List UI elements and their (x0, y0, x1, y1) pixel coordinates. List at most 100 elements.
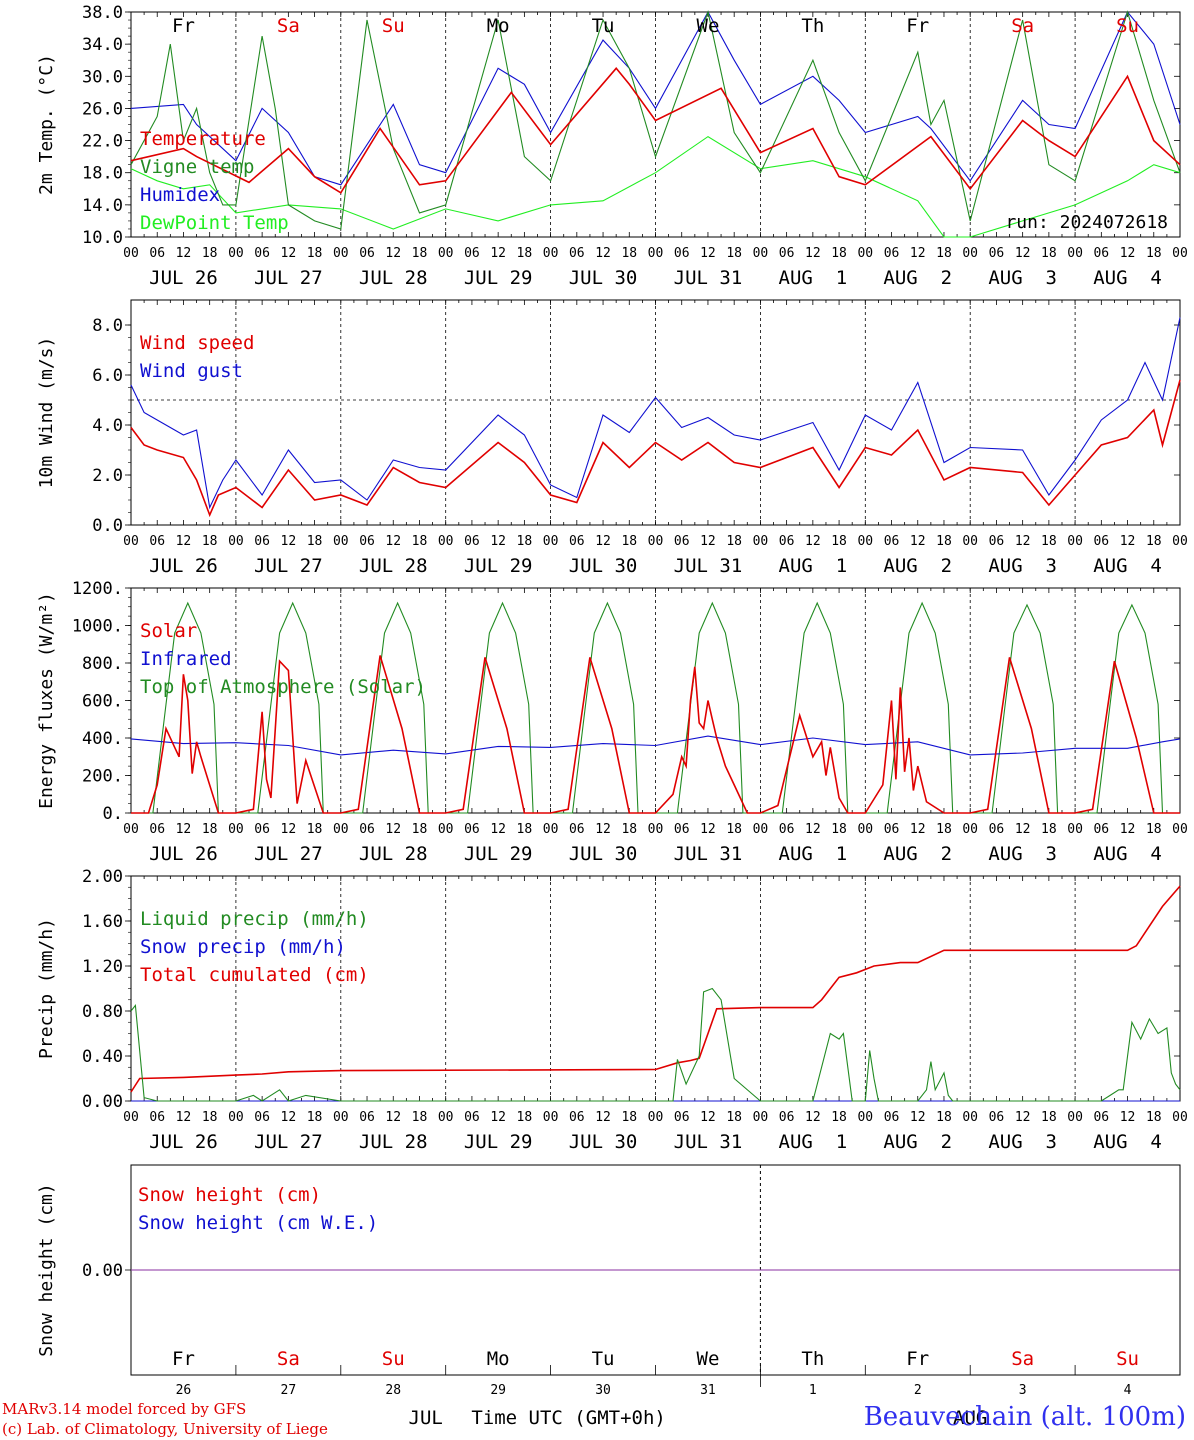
y-tick-label: 4.0 (92, 416, 123, 436)
hour-label: 12 (176, 822, 192, 837)
hour-label: 12 (805, 246, 821, 261)
y-tick-label: 800. (82, 654, 123, 674)
hour-label: 18 (307, 822, 323, 837)
y-axis-label: Energy fluxes (W/m²) (36, 592, 57, 809)
legend-entry: Wind speed (140, 332, 254, 354)
hour-label: 18 (621, 534, 637, 549)
hour-label: 12 (1120, 534, 1136, 549)
hour-label: 18 (202, 822, 218, 837)
hour-label: 00 (228, 1110, 244, 1125)
hour-label: 12 (281, 822, 297, 837)
hour-label: 06 (884, 822, 900, 837)
date-label: JUL 30 (569, 1131, 638, 1153)
legend-entry: Snow height (cm W.E.) (138, 1212, 378, 1234)
date-label: JUL 30 (569, 267, 638, 289)
hour-label: 06 (884, 1110, 900, 1125)
legend-entry: Wind gust (140, 360, 243, 382)
hour-label: 00 (1172, 1110, 1188, 1125)
date-label: AUG 3 (988, 843, 1057, 865)
y-tick-label: 0.80 (82, 1002, 123, 1022)
weekday-label: Th (801, 15, 824, 37)
hour-label: 00 (123, 534, 139, 549)
hour-label: 00 (543, 534, 559, 549)
weekday-label: Sa (1011, 1348, 1034, 1370)
hour-label: 06 (464, 822, 480, 837)
hour-label: 12 (910, 534, 926, 549)
day-number-label: 31 (700, 1383, 716, 1398)
hour-label: 12 (595, 822, 611, 837)
date-label: AUG 4 (1093, 555, 1162, 577)
hour-label: 00 (962, 534, 978, 549)
hour-label: 18 (517, 534, 533, 549)
hour-label: 18 (307, 534, 323, 549)
hour-label: 06 (1093, 534, 1109, 549)
hour-label: 06 (674, 534, 690, 549)
hour-label: 18 (1146, 822, 1162, 837)
hour-label: 18 (831, 822, 847, 837)
hour-label: 00 (648, 1110, 664, 1125)
hour-label: 00 (648, 534, 664, 549)
hour-label: 18 (726, 534, 742, 549)
hour-label: 12 (805, 534, 821, 549)
date-label: AUG 1 (779, 843, 848, 865)
date-label: JUL 29 (464, 1131, 533, 1153)
date-label: JUL 26 (149, 267, 218, 289)
hour-label: 00 (228, 822, 244, 837)
day-number-label: 30 (595, 1383, 611, 1398)
y-tick-label: 34.0 (82, 35, 123, 55)
date-label: JUL 27 (254, 555, 323, 577)
date-label: AUG 3 (988, 267, 1057, 289)
hour-label: 00 (648, 822, 664, 837)
weekday-label: Tu (592, 1348, 615, 1370)
y-tick-label: 1.20 (82, 957, 123, 977)
hour-label: 00 (333, 822, 349, 837)
hour-label: 00 (857, 534, 873, 549)
date-label: JUL 26 (149, 843, 218, 865)
y-tick-label: 600. (82, 692, 123, 712)
hour-label: 00 (1172, 534, 1188, 549)
date-label: JUL 28 (359, 843, 428, 865)
hour-label: 00 (753, 1110, 769, 1125)
y-tick-label: 400. (82, 729, 123, 749)
hour-label: 06 (149, 822, 165, 837)
weekday-label: Sa (277, 15, 300, 37)
hour-label: 12 (490, 246, 506, 261)
date-label: AUG 2 (883, 1131, 952, 1153)
date-label: AUG 1 (779, 1131, 848, 1153)
weekday-label: Su (1116, 1348, 1139, 1370)
date-label: JUL 28 (359, 267, 428, 289)
hour-label: 00 (123, 246, 139, 261)
hour-label: 06 (1093, 246, 1109, 261)
hour-label: 12 (805, 822, 821, 837)
weekday-label: Sa (1011, 15, 1034, 37)
legend-entry: DewPoint Temp (140, 212, 289, 234)
hour-label: 06 (359, 246, 375, 261)
hour-label: 00 (438, 1110, 454, 1125)
hour-label: 00 (438, 822, 454, 837)
hour-label: 06 (884, 534, 900, 549)
hour-label: 00 (438, 534, 454, 549)
y-axis-label: Snow height (cm) (36, 1183, 57, 1356)
legend-entry: Total cumulated (cm) (140, 964, 369, 986)
day-number-label: 2 (914, 1383, 922, 1398)
hour-label: 06 (359, 822, 375, 837)
hour-label: 12 (490, 534, 506, 549)
hour-label: 18 (726, 246, 742, 261)
hour-label: 06 (989, 822, 1005, 837)
date-label: JUL 27 (254, 1131, 323, 1153)
weekday-label: We (697, 1348, 720, 1370)
date-label: JUL 29 (464, 843, 533, 865)
weekday-label: Mo (487, 15, 510, 37)
hour-label: 06 (779, 246, 795, 261)
hour-label: 18 (831, 534, 847, 549)
weekday-label: Tu (592, 15, 615, 37)
weekday-label: Th (801, 1348, 824, 1370)
hour-label: 12 (1120, 822, 1136, 837)
y-tick-label: 22.0 (82, 132, 123, 152)
hour-label: 18 (1041, 534, 1057, 549)
hour-label: 12 (1015, 246, 1031, 261)
hour-label: 06 (779, 534, 795, 549)
hour-label: 12 (595, 246, 611, 261)
hour-label: 12 (910, 246, 926, 261)
hour-label: 18 (621, 246, 637, 261)
